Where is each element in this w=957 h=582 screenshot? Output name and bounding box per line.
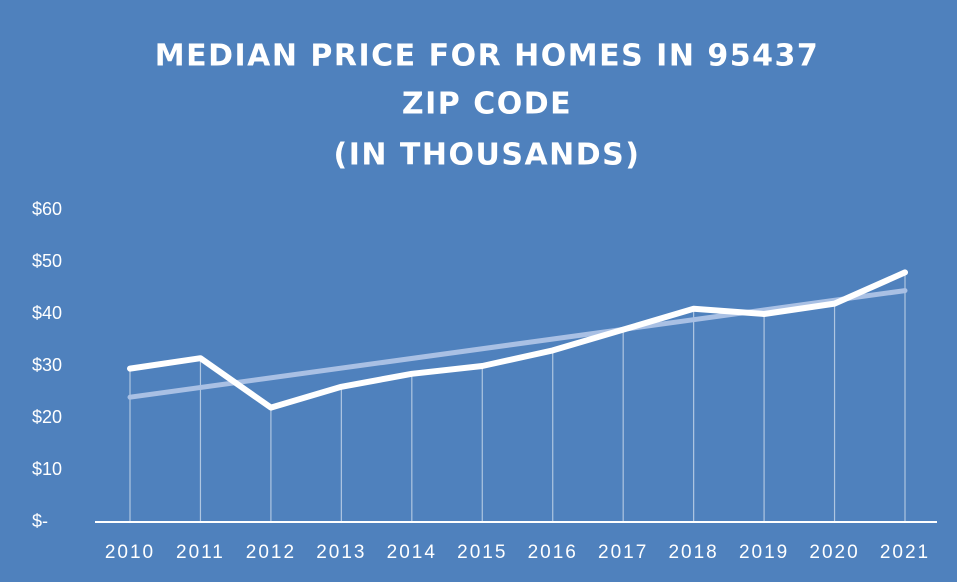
x-tick-label: 2012 [246,542,296,563]
y-tick-label: $60 [32,199,62,219]
y-tick-label: $40 [32,303,62,323]
x-tick-label: 2019 [739,542,789,563]
chart-title: (IN THOUSANDS) [333,138,640,173]
x-tick-label: 2018 [668,542,718,563]
y-tick-label: $- [32,511,48,531]
chart-title: MEDIAN PRICE FOR HOMES IN 95437 [155,39,820,74]
y-tick-label: $20 [32,407,62,427]
x-tick-label: 2011 [176,542,225,563]
y-tick-label: $30 [32,355,62,375]
x-tick-label: 2021 [880,542,930,563]
x-tick-label: 2014 [387,542,437,563]
x-tick-label: 2010 [105,542,155,563]
y-tick-label: $10 [32,459,62,479]
x-tick-label: 2020 [809,542,859,563]
chart-title: ZIP CODE [402,87,572,122]
series-line [127,269,908,411]
x-tick-label: 2015 [457,542,507,563]
trendline [127,288,908,400]
x-tick-label: 2017 [598,542,648,563]
x-tick-label: 2013 [316,542,366,563]
y-tick-label: $50 [32,251,62,271]
x-tick-label: 2016 [528,542,578,563]
